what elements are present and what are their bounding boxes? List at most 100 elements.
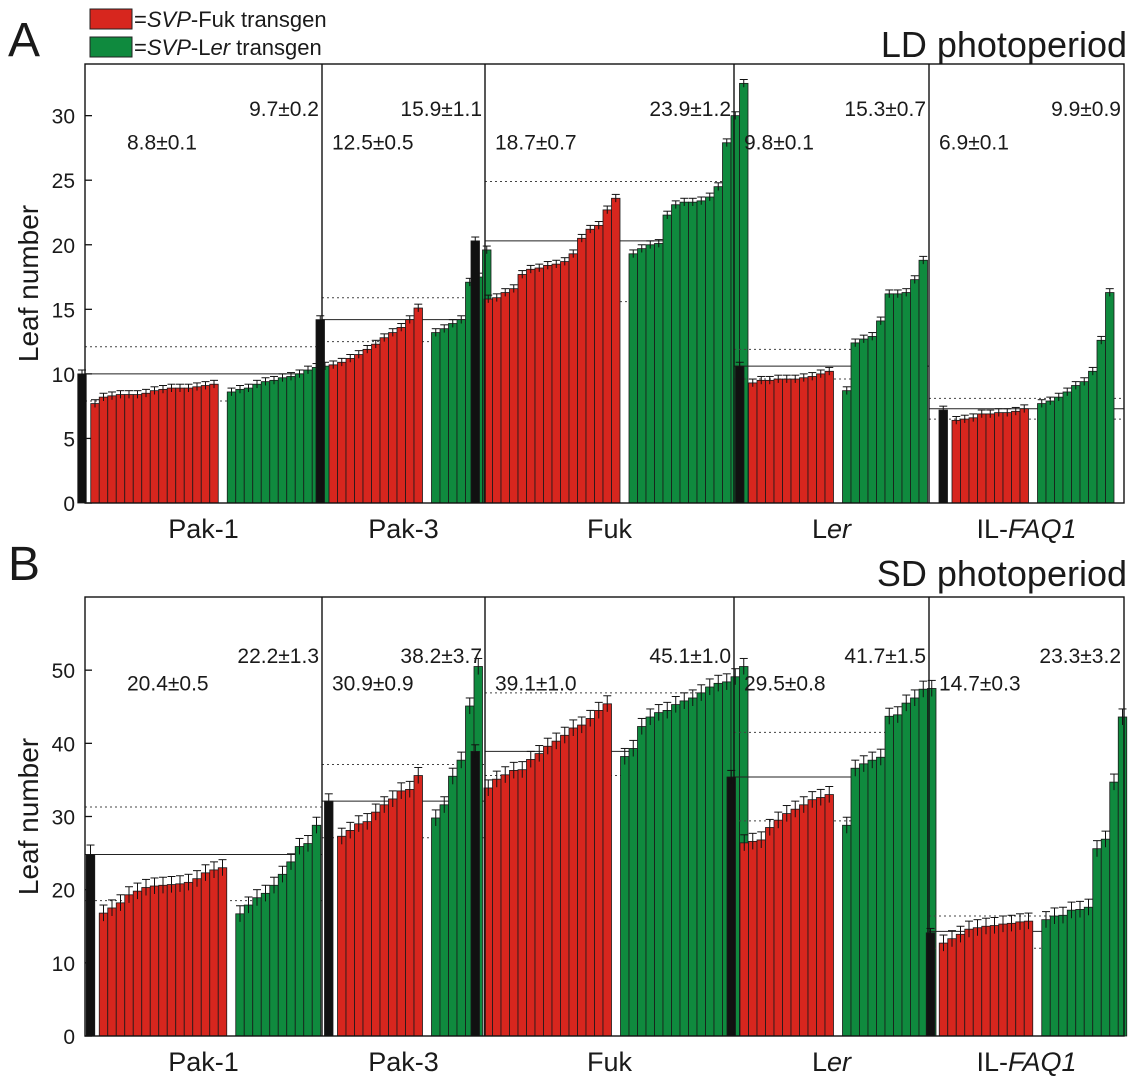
fuk-transgene-bar	[968, 417, 978, 504]
ler-transgene-bar	[269, 379, 279, 504]
fuk-transgene-bar	[337, 835, 347, 1037]
fuk-transgene-bar	[594, 710, 604, 1037]
fuk-transgene-bar	[816, 797, 826, 1037]
ler-transgene-bar	[867, 759, 877, 1037]
ler-transgene-bar	[1062, 391, 1072, 504]
fuk-transgene-bar	[773, 378, 783, 504]
legend-gene: SVP	[147, 7, 191, 32]
fuk-transgene-bar	[534, 753, 544, 1037]
fuk-transgene-bar	[354, 354, 364, 504]
parent-bar	[925, 932, 936, 1037]
fuk-transgene-bar	[371, 343, 381, 504]
parent-bar	[470, 240, 480, 504]
fuk-transgene-bar	[492, 778, 502, 1037]
ler-transgene-bar	[448, 323, 458, 504]
ler-transgene-bar	[243, 387, 254, 504]
y-tick-label: 0	[63, 1026, 75, 1049]
fuk-transgene-bar	[756, 379, 766, 504]
y-tick-label: 30	[52, 807, 75, 830]
group-Pak-1: 8.8±0.1 9.7±0.2 Pak-1	[77, 98, 330, 544]
category-label: Fuk	[587, 514, 633, 544]
fuk-transgene-bar	[534, 267, 544, 504]
fuk-transgene-bar	[602, 209, 612, 504]
fuk-transgene-bar	[175, 883, 185, 1037]
parent-bar	[315, 319, 325, 504]
ler-transgene-bar	[1109, 781, 1119, 1037]
fuk-transgene-bar	[149, 390, 160, 504]
annotation-fuk-mean: 39.1±1.0	[495, 673, 577, 696]
fuk-transgene-bar	[824, 794, 834, 1037]
y-tick-label: 20	[52, 235, 75, 258]
panel-title: SD photoperiod	[877, 553, 1127, 594]
parent-bar	[85, 854, 96, 1037]
fuk-transgene-bar	[782, 378, 792, 504]
annotation-fuk-mean: 30.9±0.9	[332, 673, 414, 696]
annotation-ler-mean: 23.3±3.2	[1039, 645, 1121, 668]
ler-transgene-bar	[431, 332, 441, 504]
ler-transgene-bar	[286, 376, 296, 504]
fuk-transgene-bar	[560, 734, 570, 1037]
fuk-transgene-bar	[492, 297, 502, 504]
group-Ler: 29.5±0.8 41.7±1.5 Ler	[726, 645, 937, 1077]
legend-mid: -Fuk transgen	[191, 7, 327, 32]
fuk-transgene-bar	[396, 326, 406, 504]
fuk-transgene-bar	[209, 869, 219, 1037]
category-label: Pak-1	[168, 1047, 239, 1077]
annotation-fuk-mean: 14.7±0.3	[939, 673, 1021, 696]
legend-label: =SVP-Ler transgen	[134, 35, 322, 60]
annotation-ler-mean: 22.2±1.3	[237, 645, 319, 668]
fuk-transgene-bar	[124, 394, 134, 504]
ler-transgene-bar	[713, 186, 723, 504]
plot-frame	[84, 596, 1125, 1037]
fuk-transgene-bar	[166, 387, 177, 504]
annotation-ler-mean: 23.9±1.2	[649, 98, 731, 121]
fuk-transgene-bar	[98, 912, 109, 1037]
ler-transgene-bar	[884, 293, 894, 504]
ler-transgene-bar	[893, 293, 903, 504]
y-tick-label: 5	[63, 428, 75, 451]
fuk-transgene-bar	[756, 839, 766, 1037]
ler-transgene-bar	[252, 383, 262, 504]
fuk-transgene-bar	[345, 357, 355, 504]
fuk-transgene-bar	[413, 307, 423, 504]
ler-transgene-bar	[867, 336, 877, 504]
fuk-transgene-bar	[345, 830, 355, 1037]
fuk-transgene-bar	[981, 925, 991, 1037]
category-label-plain: IL-	[976, 1047, 1008, 1077]
ler-transgene-bar	[277, 873, 288, 1037]
ler-transgene-bar	[645, 716, 655, 1037]
fuk-transgene-bar	[158, 884, 168, 1037]
fuk-transgene-bar	[115, 394, 126, 504]
ler-transgene-bar	[705, 196, 715, 504]
y-axis-label: Leaf number	[13, 205, 44, 362]
ler-transgene-bar	[303, 843, 313, 1037]
ler-transgene-bar	[722, 142, 732, 504]
fuk-transgene-bar	[977, 413, 987, 504]
ler-transgene-bar	[628, 253, 638, 504]
ler-transgene-bar	[901, 702, 911, 1037]
group-Ler: 9.8±0.1 15.3±0.7 Ler	[734, 98, 929, 544]
ler-transgene-bar	[842, 390, 852, 504]
fuk-transgene-bar	[98, 396, 109, 504]
category-label: Ler	[812, 514, 852, 544]
fuk-transgene-bar	[217, 867, 228, 1037]
ler-transgene-bar	[1049, 915, 1060, 1037]
fuk-transgene-bar	[577, 237, 587, 504]
ler-transgene-bar	[1100, 838, 1111, 1037]
fuk-transgene-bar	[1023, 920, 1034, 1037]
y-axis-label: Leaf number	[13, 738, 44, 895]
fuk-transgene-bar	[964, 928, 974, 1037]
fuk-transgene-bar	[799, 377, 809, 504]
fuk-transgene-bar	[379, 337, 389, 504]
annotation-ler-mean: 15.9±1.1	[400, 98, 482, 121]
legend-mid: -L	[191, 35, 211, 60]
legend-prefix: =	[134, 35, 147, 60]
fuk-transgene-bar	[739, 842, 749, 1037]
fuk-transgene-bar	[560, 261, 570, 504]
ler-transgene-bar	[876, 320, 886, 504]
y-tick-label: 20	[52, 880, 75, 903]
parent-bar	[938, 409, 948, 504]
category-label-italic: er	[827, 1047, 852, 1077]
annotation-ler-mean: 15.3±0.7	[844, 98, 926, 121]
fuk-transgene-bar	[107, 907, 117, 1037]
